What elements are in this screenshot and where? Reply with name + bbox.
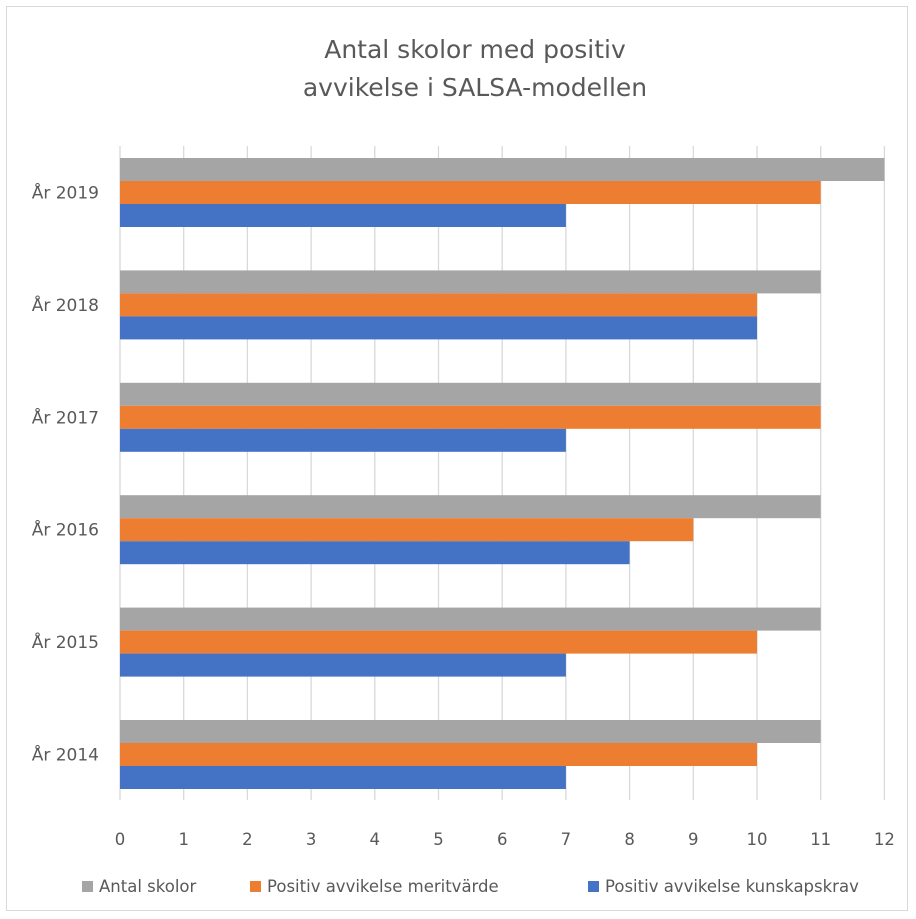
bar — [120, 428, 566, 452]
chart-title-line-2: avvikelse i SALSA-modellen — [303, 73, 647, 102]
x-tick-label: 7 — [561, 830, 572, 849]
legend-swatch — [82, 881, 93, 892]
bar — [120, 382, 821, 406]
x-axis-tick-labels: 0 1 2 3 4 5 6 7 8 9 10 11 12 — [115, 830, 895, 849]
bar — [120, 743, 757, 766]
x-tick-label: 2 — [242, 830, 253, 849]
x-tick-label: 11 — [810, 830, 831, 849]
category-label: År 2018 — [32, 294, 99, 316]
chart-title-line-1: Antal skolor med positiv — [324, 35, 626, 64]
category-label: År 2015 — [32, 631, 99, 653]
x-tick-label: 0 — [115, 830, 126, 849]
x-tick-label: 8 — [624, 830, 635, 849]
bar — [120, 495, 821, 519]
bar — [120, 518, 694, 542]
bar — [120, 181, 821, 204]
x-tick-label: 10 — [747, 830, 768, 849]
legend-swatch — [588, 881, 599, 892]
x-tick-label: 4 — [370, 830, 381, 849]
bars — [120, 158, 885, 789]
legend-label: Antal skolor — [99, 877, 196, 896]
bar — [120, 630, 757, 654]
category-label: År 2019 — [32, 182, 99, 204]
bar — [120, 766, 566, 789]
bar — [120, 541, 630, 565]
bar — [120, 293, 757, 317]
x-tick-label: 12 — [874, 830, 895, 849]
y-axis-category-labels: År 2019 År 2018 År 2017 År 2016 År 2015 År 20… — [32, 182, 99, 766]
bar — [120, 270, 821, 294]
bar — [120, 720, 821, 743]
bar — [120, 405, 821, 429]
x-tick-label: 6 — [497, 830, 508, 849]
bar — [120, 653, 566, 677]
gridlines — [119, 146, 886, 800]
legend-label: Positiv avvikelse kunskapskrav — [605, 877, 859, 896]
chart-title: Antal skolor med positiv avvikelse i SAL… — [303, 35, 647, 102]
bar — [120, 607, 821, 631]
category-label: År 2017 — [32, 406, 99, 428]
category-label: År 2014 — [32, 744, 99, 766]
bar — [120, 204, 566, 227]
x-tick-label: 9 — [688, 830, 699, 849]
x-tick-label: 1 — [178, 830, 189, 849]
category-label: År 2016 — [32, 519, 99, 541]
legend-label: Positiv avvikelse meritvärde — [267, 877, 499, 896]
bar — [120, 316, 757, 340]
legend: Antal skolor Positiv avvikelse meritvärde… — [82, 877, 859, 896]
bar — [120, 158, 885, 181]
legend-swatch — [250, 881, 261, 892]
x-tick-label: 3 — [306, 830, 317, 849]
x-tick-label: 5 — [433, 830, 444, 849]
